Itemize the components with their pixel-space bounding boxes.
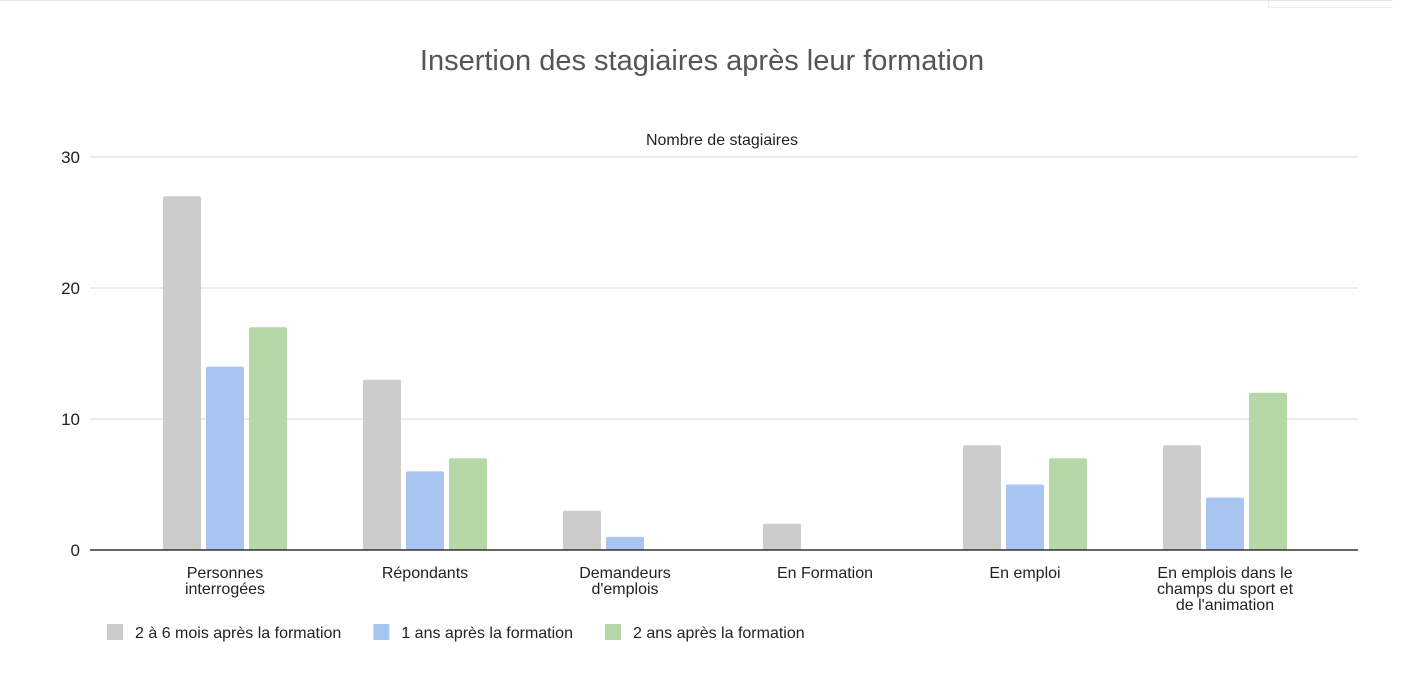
legend-label: 1 ans après la formation [401,625,573,642]
x-tick-label: En Formation [777,565,873,582]
bar [763,523,801,550]
bar [1249,392,1287,550]
x-tick-label: Répondants [382,565,468,582]
bar [206,366,244,550]
x-tick-label: Personnes interrogées [185,565,265,598]
chart-top-border [0,0,1392,5]
x-tick-label: Demandeurs d'emplois [579,565,671,598]
bar [1206,497,1244,550]
legend-swatch [107,624,123,640]
bar [1049,458,1087,550]
gridlines: 0 10 20 30 [61,148,1358,560]
legend-swatch [373,624,390,640]
y-axis-label: Nombre de stagiaires [646,132,798,149]
bars [90,196,1358,551]
bar [363,379,401,550]
bar [406,471,444,550]
y-tick-label: 10 [61,410,80,429]
y-tick-label: 30 [61,148,80,167]
bar [963,445,1001,550]
y-tick-label: 20 [61,279,80,298]
legend-swatch [604,624,621,640]
bar [1163,445,1201,550]
bar [563,510,601,550]
bar [163,196,201,551]
bar [1006,484,1044,550]
x-tick-labels: Personnes interrogées Répondants Demandeurs… [185,565,1294,614]
legend: 2 à 6 mois après la formation 1 ans après… [107,624,805,642]
bar [606,536,644,550]
chart-title: Insertion des stagiaires après leur form… [420,45,984,77]
x-tick-label: En emplois dans le champs du sport et de l… [1157,565,1294,614]
y-tick-label: 0 [71,541,80,560]
chart-corner-box [1268,1,1393,8]
bar [249,327,287,550]
x-tick-label: En emploi [989,565,1060,582]
bar [449,458,487,550]
legend-label: 2 à 6 mois après la formation [135,625,341,642]
legend-label: 2 ans après la formation [633,625,805,642]
